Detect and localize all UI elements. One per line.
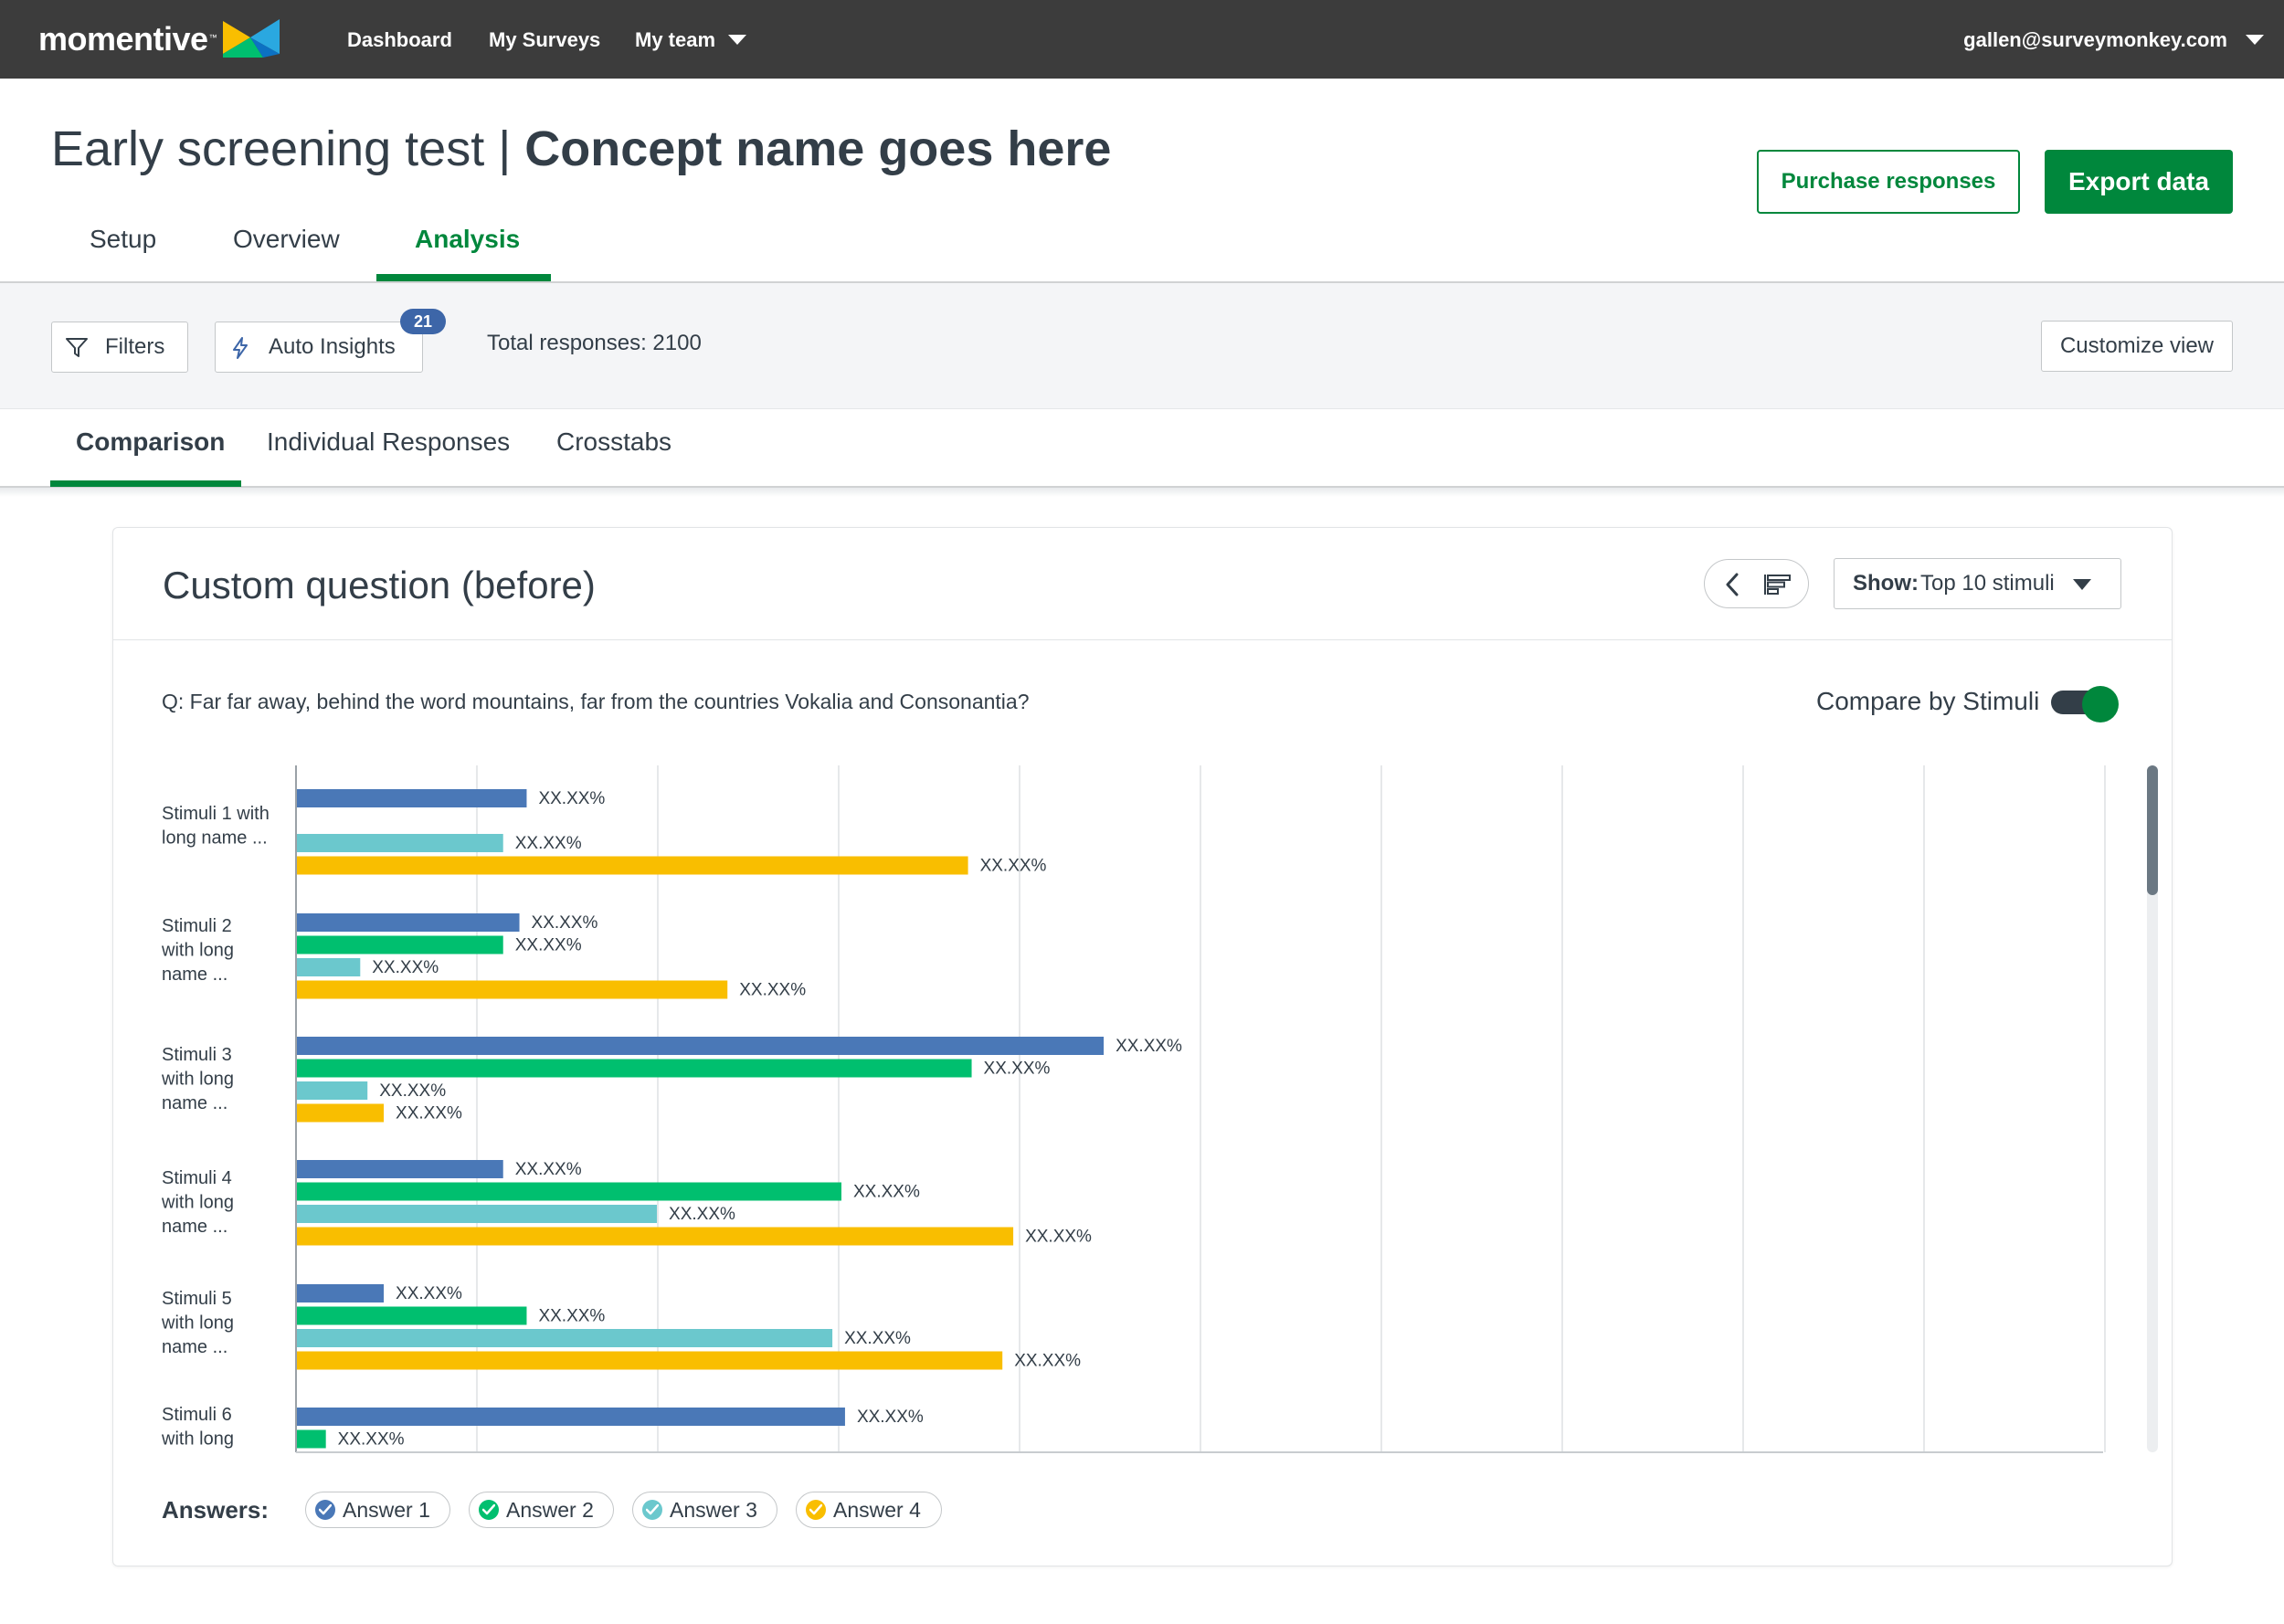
card-title: Custom question (before) xyxy=(163,564,596,606)
legend-label: Answer 1 xyxy=(343,1498,430,1522)
lightning-icon xyxy=(233,337,248,359)
page-title-prefix: Early screening test | xyxy=(51,121,525,176)
compare-by-stimuli-label: Compare by Stimuli xyxy=(1816,687,2040,715)
purchase-responses-button[interactable]: Purchase responses xyxy=(1757,150,2020,214)
question-text: Q: Far far away, behind the word mountai… xyxy=(162,690,1030,713)
show-label: Show: xyxy=(1853,571,1919,596)
tab-comparison[interactable]: Comparison xyxy=(76,427,226,456)
momentive-logo[interactable]: momentive ™ xyxy=(38,16,280,62)
tab-analysis[interactable]: Analysis xyxy=(415,225,521,253)
legend-title: Answers: xyxy=(162,1496,270,1524)
nav-my-surveys[interactable]: My Surveys xyxy=(489,28,601,51)
total-responses: Total responses: 2100 xyxy=(487,331,702,355)
tab-individual-responses[interactable]: Individual Responses xyxy=(267,427,511,456)
chart-controls xyxy=(1704,559,1809,608)
chart-scrollbar-thumb[interactable] xyxy=(2147,765,2158,895)
chevron-down-icon xyxy=(2246,34,2264,45)
filters-label: Filters xyxy=(105,334,165,359)
insights-count-badge: 21 xyxy=(400,309,446,334)
legend-label: Answer 4 xyxy=(833,1498,921,1522)
nav-my-team-label: My team xyxy=(635,28,716,51)
legend-chip-answer-2[interactable]: Answer 2 xyxy=(469,1492,614,1528)
concept-name: Concept name goes here xyxy=(524,121,1112,176)
filters-button[interactable]: Filters xyxy=(51,322,188,373)
filter-bar: Filters Auto Insights xyxy=(0,283,2284,409)
account-menu[interactable]: gallen@surveymonkey.com xyxy=(1963,0,2264,79)
auto-insights-label: Auto Insights xyxy=(269,334,396,359)
sub-tabs: Comparison Individual Responses Crosstab… xyxy=(0,409,2284,488)
filter-icon xyxy=(66,338,88,357)
active-subtab-indicator xyxy=(50,480,241,487)
question-card xyxy=(112,527,2173,1566)
logo-mark-icon xyxy=(222,19,280,58)
legend-chip-answer-1[interactable]: Answer 1 xyxy=(305,1492,450,1528)
legend-label: Answer 2 xyxy=(506,1498,594,1522)
legend-chip-answer-3[interactable]: Answer 3 xyxy=(632,1492,777,1528)
checkmark-icon xyxy=(642,1500,662,1520)
active-tab-indicator xyxy=(376,274,551,281)
main-tabs: Setup Overview Analysis xyxy=(0,210,2284,283)
checkmark-icon xyxy=(315,1500,335,1520)
legend-chip-answer-4[interactable]: Answer 4 xyxy=(796,1492,942,1528)
nav-my-team[interactable]: My team xyxy=(635,0,747,79)
chevron-down-icon xyxy=(728,34,747,45)
bar-chart-sort-icon[interactable] xyxy=(1763,573,1792,596)
toggle-knob xyxy=(2082,686,2119,722)
page-title: Early screening test | Concept name goes… xyxy=(51,121,1111,177)
show-value: Top 10 stimuli xyxy=(1920,571,2055,596)
tab-overview[interactable]: Overview xyxy=(233,225,340,253)
chart-scrollbar[interactable] xyxy=(2147,765,2158,1452)
tab-setup[interactable]: Setup xyxy=(90,225,157,253)
compare-by-stimuli-toggle[interactable] xyxy=(2051,686,2120,722)
checkmark-icon xyxy=(479,1500,499,1520)
export-data-button[interactable]: Export data xyxy=(2045,150,2233,214)
tab-crosstabs[interactable]: Crosstabs xyxy=(556,427,672,456)
chevron-down-icon xyxy=(2073,579,2091,590)
logo-trademark: ™ xyxy=(208,33,217,42)
card-divider xyxy=(112,639,2173,640)
show-stimuli-select[interactable]: Show: Top 10 stimuli xyxy=(1834,558,2121,609)
auto-insights-button[interactable]: Auto Insights xyxy=(215,322,423,373)
account-email: gallen@surveymonkey.com xyxy=(1963,28,2227,51)
chevron-left-icon[interactable] xyxy=(1723,572,1743,597)
nav-dashboard[interactable]: Dashboard xyxy=(347,28,452,51)
legend-label: Answer 3 xyxy=(670,1498,757,1522)
top-nav: momentive ™ Dashboard My Surveys My team… xyxy=(0,0,2284,79)
checkmark-icon xyxy=(806,1500,826,1520)
logo-text: momentive xyxy=(38,20,208,58)
content-shadow xyxy=(0,488,2284,497)
customize-view-button[interactable]: Customize view xyxy=(2041,321,2233,372)
